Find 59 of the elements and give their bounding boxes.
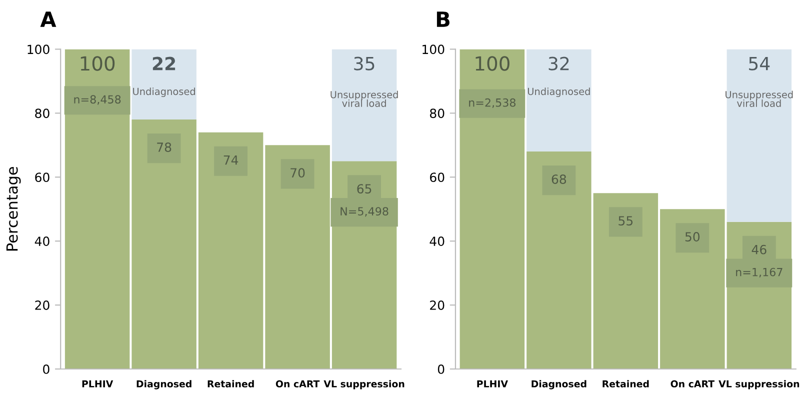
data-label: 78 bbox=[157, 142, 172, 152]
bar bbox=[460, 49, 525, 369]
y-tick-label: 100 bbox=[422, 44, 444, 54]
annotation: Undiagnosed bbox=[528, 88, 590, 97]
annotation: n=1,167 bbox=[736, 268, 782, 278]
bar bbox=[526, 49, 592, 152]
data-label: 50 bbox=[685, 232, 700, 242]
bar bbox=[64, 49, 130, 369]
data-label: 46 bbox=[752, 244, 766, 254]
y-tick-label: 0 bbox=[43, 364, 50, 374]
y-tick-label: 80 bbox=[430, 108, 444, 118]
annotation: Undiagnosed bbox=[133, 88, 195, 97]
data-label: 68 bbox=[552, 174, 566, 184]
chart-title: B bbox=[436, 12, 450, 27]
bar bbox=[526, 152, 592, 369]
annotation: Unsuppressed viral load bbox=[330, 90, 398, 107]
y-tick-label: 0 bbox=[438, 364, 444, 374]
data-label: 55 bbox=[618, 216, 633, 226]
x-tick-label: VL suppression bbox=[718, 380, 800, 390]
data-label: 35 bbox=[354, 56, 374, 70]
data-label: 32 bbox=[548, 56, 569, 70]
y-tick-label: 60 bbox=[35, 172, 50, 182]
x-tick-label: On cART bbox=[670, 380, 714, 388]
bar bbox=[332, 49, 397, 162]
x-tick-label: PLHIV bbox=[477, 380, 508, 388]
x-tick-label: Diagnosed bbox=[532, 380, 586, 390]
y-tick-label: 80 bbox=[35, 108, 50, 118]
y-tick-label: 40 bbox=[34, 236, 50, 246]
y-tick-label: 40 bbox=[430, 236, 444, 246]
chart-title: A bbox=[40, 12, 56, 27]
bar bbox=[726, 49, 792, 222]
y-tick-label: 20 bbox=[430, 300, 444, 310]
y-tick-label: 100 bbox=[28, 44, 50, 54]
bar bbox=[198, 132, 264, 369]
y-axis-title: Percentage bbox=[6, 166, 21, 251]
bar bbox=[132, 49, 196, 120]
x-tick-label: On cART bbox=[276, 380, 320, 388]
data-label: 22 bbox=[152, 56, 176, 70]
x-tick-label: Diagnosed bbox=[136, 380, 192, 390]
annotation: n=2,538 bbox=[469, 98, 516, 108]
data-label: 65 bbox=[357, 184, 372, 194]
data-label: 54 bbox=[749, 57, 770, 70]
bar bbox=[660, 209, 725, 369]
x-tick-label: Retained bbox=[208, 380, 254, 388]
data-label: 100 bbox=[80, 56, 115, 71]
annotation: Unsuppressed viral load bbox=[726, 90, 793, 107]
bar bbox=[593, 193, 658, 369]
bar bbox=[132, 120, 196, 369]
x-tick-label: PLHIV bbox=[82, 380, 114, 388]
annotation: n=8,458 bbox=[74, 95, 121, 105]
data-label: 70 bbox=[290, 168, 305, 178]
y-tick-label: 20 bbox=[35, 300, 50, 310]
bar bbox=[265, 145, 330, 369]
data-label: 100 bbox=[476, 56, 510, 71]
annotation: N=5,498 bbox=[340, 207, 388, 217]
y-tick-label: 60 bbox=[430, 172, 444, 182]
data-label: 74 bbox=[224, 155, 238, 165]
x-tick-label: Retained bbox=[602, 380, 649, 388]
x-tick-label: VL suppression bbox=[324, 380, 404, 390]
